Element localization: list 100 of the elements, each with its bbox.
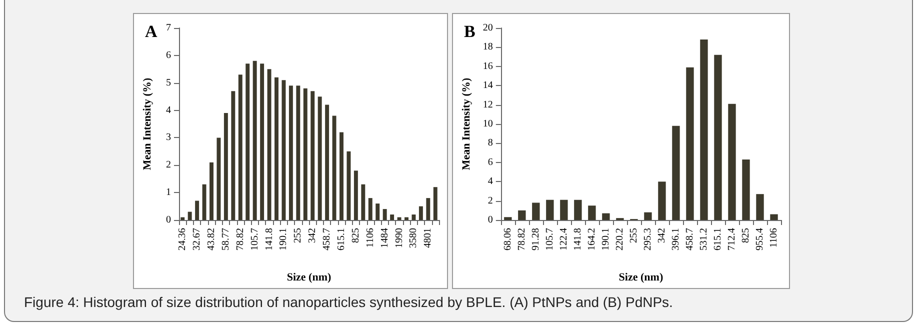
y-tick-label: 2 — [488, 195, 493, 206]
y-tick-label: 12 — [482, 99, 493, 110]
y-axis-title: Mean Intensity (%) — [460, 78, 472, 170]
x-tick-label: 712.4 — [726, 228, 738, 250]
x-tick-label: 1106 — [768, 228, 780, 248]
y-tick-label: 7 — [166, 22, 171, 34]
bar — [433, 187, 438, 220]
bar — [504, 217, 512, 220]
x-tick-label: 164.2 — [586, 228, 598, 250]
x-tick-label: 58.77 — [220, 228, 232, 250]
bar — [210, 162, 214, 220]
bar — [274, 77, 278, 220]
x-tick-label: 531.2 — [698, 228, 710, 250]
bar — [288, 86, 293, 220]
bar — [404, 217, 408, 220]
x-tick-label: 68.06 — [502, 228, 514, 250]
x-tick-label: 295.3 — [642, 228, 654, 250]
bar — [318, 96, 322, 220]
bar — [303, 88, 308, 220]
x-tick-label: 1106 — [364, 228, 376, 248]
y-tick-label: 3 — [166, 132, 171, 144]
bar — [426, 198, 430, 220]
bar — [267, 69, 272, 220]
x-tick-label: 105.7 — [249, 228, 260, 250]
x-axis-title: Size (nm) — [618, 272, 664, 284]
x-tick-label: 141.8 — [264, 228, 275, 250]
bar — [546, 200, 554, 220]
bar — [202, 184, 206, 220]
y-tick-label: 14 — [482, 80, 493, 92]
bar — [644, 212, 652, 220]
y-tick-label: 16 — [482, 60, 493, 72]
bar — [532, 202, 540, 220]
x-tick-label: 1990 — [394, 228, 405, 248]
bar — [332, 116, 336, 220]
bar — [390, 214, 394, 220]
caption: Figure 4: Histogram of size distribution of nanoparticles synthesized by BPLE. (A) PtNPs and (B) PdNPs. — [24, 294, 673, 310]
chart-title: A — [145, 22, 158, 41]
bar — [368, 198, 372, 220]
y-tick-label: 10 — [482, 118, 493, 130]
bar — [346, 151, 351, 220]
x-tick-label: 255 — [292, 228, 304, 243]
x-tick-label: 190.1 — [278, 228, 290, 250]
bar — [224, 113, 228, 220]
y-tick-label: 6 — [166, 50, 171, 61]
x-tick-label: 1484 — [379, 228, 390, 248]
y-tick-label: 4 — [488, 176, 493, 188]
x-axis-title: Size (nm) — [286, 272, 332, 284]
x-tick-label: 396.1 — [670, 228, 682, 250]
bar — [340, 132, 344, 220]
x-tick-label: 105.7 — [544, 228, 556, 250]
x-tick-label: 615.1 — [336, 228, 347, 250]
y-tick-label: 5 — [166, 77, 171, 88]
bar — [672, 126, 680, 220]
bar — [282, 80, 286, 220]
x-tick-label: 3580 — [408, 228, 420, 248]
x-tick-label: 220.2 — [614, 228, 626, 250]
x-tick-label: 78.82 — [234, 228, 246, 250]
bar — [588, 206, 596, 220]
x-tick-label: 78.82 — [516, 228, 528, 250]
y-tick-label: 0 — [166, 214, 171, 226]
x-tick-label: 91.28 — [530, 228, 542, 250]
y-tick-label: 4 — [166, 104, 171, 116]
x-tick-label: 255 — [628, 228, 640, 243]
x-tick-label: 141.8 — [572, 228, 584, 250]
bar — [354, 170, 358, 220]
y-axis-title: Mean Intensity (%) — [142, 78, 154, 170]
bar — [188, 212, 192, 220]
bar — [700, 40, 708, 220]
bar — [412, 214, 416, 220]
bar — [686, 67, 694, 220]
x-tick-label: 24.36 — [177, 228, 188, 250]
y-tick-label: 8 — [488, 138, 493, 149]
x-tick-label: 458.7 — [322, 228, 333, 250]
bar — [658, 182, 666, 220]
bar — [560, 200, 568, 220]
bar — [376, 204, 380, 220]
y-tick-label: 6 — [488, 156, 493, 168]
bar — [216, 138, 221, 220]
bar — [728, 104, 736, 220]
bar — [756, 194, 764, 220]
y-tick-label: 1 — [166, 187, 171, 198]
bar — [238, 74, 242, 220]
x-tick-label: 458.7 — [684, 228, 696, 250]
bar — [418, 206, 423, 220]
bar — [325, 104, 330, 220]
y-tick-label: 0 — [488, 214, 493, 226]
bar — [361, 184, 366, 220]
x-tick-label: 122.4 — [558, 228, 570, 250]
bar — [602, 213, 610, 220]
y-tick-label: 20 — [482, 22, 493, 34]
x-tick-label: 825 — [350, 228, 362, 243]
x-tick-label: 4801 — [422, 228, 434, 248]
y-tick-label: 18 — [482, 42, 493, 53]
bar — [180, 217, 185, 220]
chart-title: B — [464, 22, 476, 41]
bar — [252, 60, 257, 220]
y-tick-label: 2 — [166, 160, 171, 171]
x-tick-label: 825 — [740, 228, 752, 243]
bar — [770, 214, 778, 220]
x-tick-label: 615.1 — [712, 228, 724, 250]
